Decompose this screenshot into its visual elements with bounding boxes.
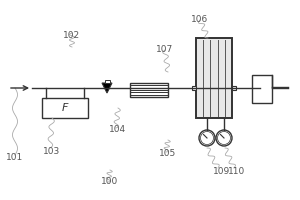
Text: 107: 107 bbox=[156, 46, 174, 54]
Text: 105: 105 bbox=[159, 148, 177, 158]
Text: 100: 100 bbox=[101, 178, 118, 186]
Circle shape bbox=[199, 130, 215, 146]
Bar bbox=[130, 83, 168, 97]
Bar bbox=[42, 98, 88, 118]
Circle shape bbox=[216, 130, 232, 146]
Text: 104: 104 bbox=[110, 126, 127, 134]
Text: 102: 102 bbox=[63, 30, 81, 40]
Text: 106: 106 bbox=[191, 16, 208, 24]
Bar bbox=[196, 38, 232, 118]
Bar bbox=[252, 75, 272, 103]
Bar bbox=[192, 86, 196, 90]
Circle shape bbox=[218, 132, 230, 144]
Text: 101: 101 bbox=[6, 154, 24, 162]
Bar bbox=[104, 79, 110, 83]
Text: 103: 103 bbox=[44, 148, 61, 156]
Circle shape bbox=[200, 132, 214, 144]
Bar bbox=[232, 86, 236, 90]
Text: 109: 109 bbox=[213, 168, 231, 176]
Text: 110: 110 bbox=[228, 168, 246, 176]
Text: F: F bbox=[62, 103, 68, 113]
Polygon shape bbox=[102, 83, 112, 93]
